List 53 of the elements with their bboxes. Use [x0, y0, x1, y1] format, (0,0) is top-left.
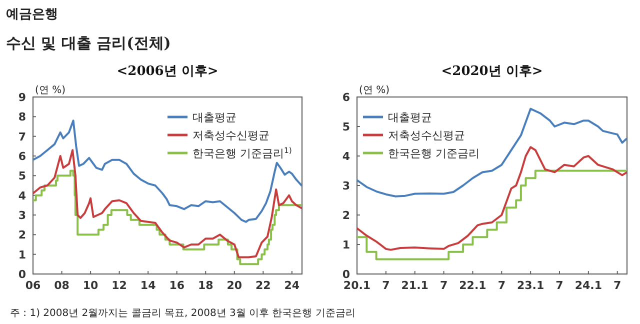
y-tick-label: 3	[342, 180, 350, 192]
chart-title: <2006년 이후>	[116, 64, 218, 79]
y-tick-label: 5	[18, 170, 26, 183]
line-series	[33, 149, 302, 258]
legend-label: 저축성수신평균	[192, 129, 270, 142]
line-series	[357, 146, 627, 251]
y-tick-label: 4	[18, 189, 26, 202]
y-tick-label: 7	[18, 130, 26, 144]
text: 주 : 1) 2008년 2월까지는 콜금리 목표, 2008년 3월 이후 한국은행 기준금리	[10, 308, 356, 319]
x-tick-label: 06	[25, 279, 41, 292]
text: 수신 및 대출 금리(전체)	[6, 34, 171, 52]
x-tick-label: 20.1	[343, 279, 371, 292]
x-tick-label: 21.1	[401, 279, 428, 292]
legend-label: 저축성수신평균	[388, 129, 465, 142]
x-tick-label: 14	[140, 279, 156, 292]
x-tick-label: 7	[440, 279, 448, 292]
y-tick-label: 4	[342, 150, 350, 163]
y-tick-label: 9	[18, 91, 26, 104]
y-tick-label: 1	[18, 248, 26, 262]
x-tick-label: 7	[498, 279, 506, 292]
text: 예금은행	[6, 7, 58, 22]
x-tick-label: 24	[284, 279, 300, 292]
x-tick-label: 7	[614, 279, 622, 292]
y-tick-label: 3	[18, 209, 26, 222]
line-series	[357, 108, 627, 198]
y-tick-label: 1	[342, 238, 350, 252]
y-tick-label: 2	[342, 209, 350, 222]
x-tick-label: 24.1	[574, 279, 602, 292]
legend-label: 한국은행 기준금리	[388, 147, 480, 160]
y-axis-title: (연 %)	[35, 85, 66, 96]
x-tick-label: 18	[198, 279, 214, 292]
x-tick-label: 7	[556, 279, 564, 292]
legend-label: 대출평균	[192, 111, 236, 124]
x-tick-label: 12	[112, 279, 127, 292]
y-tick-label: 6	[342, 91, 350, 104]
y-tick-label: 6	[18, 150, 26, 163]
y-tick-label: 5	[342, 120, 350, 134]
y-axis-title: (연 %)	[359, 85, 390, 96]
x-tick-label: 20	[226, 279, 242, 292]
x-tick-label: 22.1	[459, 279, 486, 292]
x-tick-label: 16	[169, 279, 185, 292]
x-tick-label: 22	[256, 279, 271, 292]
legend-label: 한국은행 기준금리$^{1)}$	[192, 146, 292, 160]
x-tick-label: 7	[382, 279, 390, 292]
x-tick-label: 23.1	[517, 279, 544, 292]
y-tick-label: 0	[18, 268, 26, 281]
chart-title: <2020년 이후>	[441, 64, 543, 79]
y-tick-label: 8	[18, 110, 26, 124]
legend-label: 대출평균	[388, 111, 432, 124]
x-tick-label: 08	[54, 279, 70, 292]
y-tick-label: 0	[342, 268, 350, 281]
x-tick-label: 10	[82, 279, 99, 292]
y-tick-label: 2	[18, 228, 26, 242]
